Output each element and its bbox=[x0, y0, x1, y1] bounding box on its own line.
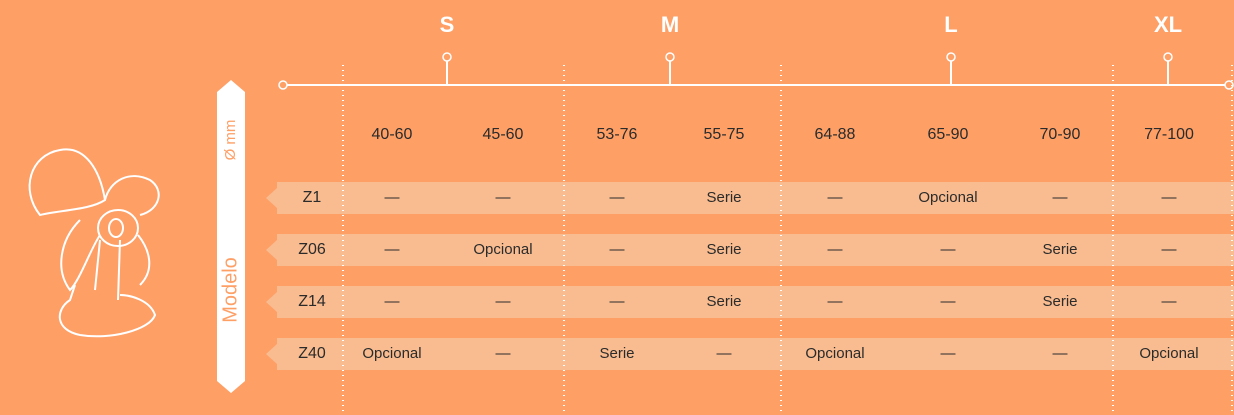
cell: — bbox=[385, 241, 400, 258]
cell: — bbox=[828, 189, 843, 206]
size-dot bbox=[666, 53, 674, 61]
size-label: M bbox=[661, 12, 679, 37]
column-header: 77-100 bbox=[1144, 126, 1194, 143]
row-label: Z40 bbox=[298, 345, 326, 362]
column-header: 53-76 bbox=[597, 126, 638, 143]
cell: — bbox=[941, 293, 956, 310]
cell: Serie bbox=[1042, 241, 1077, 258]
cell: — bbox=[496, 293, 511, 310]
column-header: 64-88 bbox=[815, 126, 856, 143]
column-header: 65-90 bbox=[928, 126, 969, 143]
size-dot bbox=[1164, 53, 1172, 61]
diameter-label: Ø mm bbox=[222, 120, 239, 161]
size-chart: Ø mm Modelo S M L XL 40-60 45-60 53-76 55-75 64-… bbox=[0, 0, 1234, 415]
row-band bbox=[266, 182, 1234, 214]
cell: — bbox=[385, 189, 400, 206]
cell: Opcional bbox=[362, 345, 421, 362]
size-label: S bbox=[440, 12, 455, 37]
row-label: Z1 bbox=[303, 189, 322, 206]
cell: — bbox=[385, 293, 400, 310]
row-band bbox=[266, 286, 1234, 318]
cell: — bbox=[1162, 293, 1177, 310]
column-header: 40-60 bbox=[372, 126, 413, 143]
cell: — bbox=[828, 241, 843, 258]
cell: — bbox=[496, 189, 511, 206]
cell: Serie bbox=[706, 293, 741, 310]
cell: — bbox=[1053, 189, 1068, 206]
cell: — bbox=[941, 241, 956, 258]
cell: — bbox=[496, 345, 511, 362]
row-band bbox=[266, 234, 1234, 266]
cell: — bbox=[1162, 241, 1177, 258]
cell: Serie bbox=[599, 345, 634, 362]
cell: Opcional bbox=[473, 241, 532, 258]
size-label: L bbox=[944, 12, 957, 37]
column-header: 45-60 bbox=[483, 126, 524, 143]
page: Ø mm Modelo S M L XL 40-60 45-60 53-76 55-75 64-… bbox=[0, 0, 1234, 415]
column-header: 55-75 bbox=[704, 126, 745, 143]
cell: — bbox=[828, 293, 843, 310]
row-label: Z14 bbox=[298, 293, 326, 310]
cell: Serie bbox=[1042, 293, 1077, 310]
line-end bbox=[279, 81, 287, 89]
cell: — bbox=[610, 293, 625, 310]
column-header: 70-90 bbox=[1040, 126, 1081, 143]
cell: — bbox=[610, 241, 625, 258]
cell: — bbox=[717, 345, 732, 362]
cell: Serie bbox=[706, 189, 741, 206]
size-dot bbox=[443, 53, 451, 61]
cell: Opcional bbox=[918, 189, 977, 206]
size-dot bbox=[947, 53, 955, 61]
cell: — bbox=[941, 345, 956, 362]
cell: — bbox=[610, 189, 625, 206]
row-label: Z06 bbox=[298, 241, 326, 258]
cell: — bbox=[1053, 345, 1068, 362]
cell: Opcional bbox=[1139, 345, 1198, 362]
cell: Opcional bbox=[805, 345, 864, 362]
model-label: Modelo bbox=[219, 257, 241, 323]
cell: Serie bbox=[706, 241, 741, 258]
size-label: XL bbox=[1154, 12, 1182, 37]
cell: — bbox=[1162, 189, 1177, 206]
